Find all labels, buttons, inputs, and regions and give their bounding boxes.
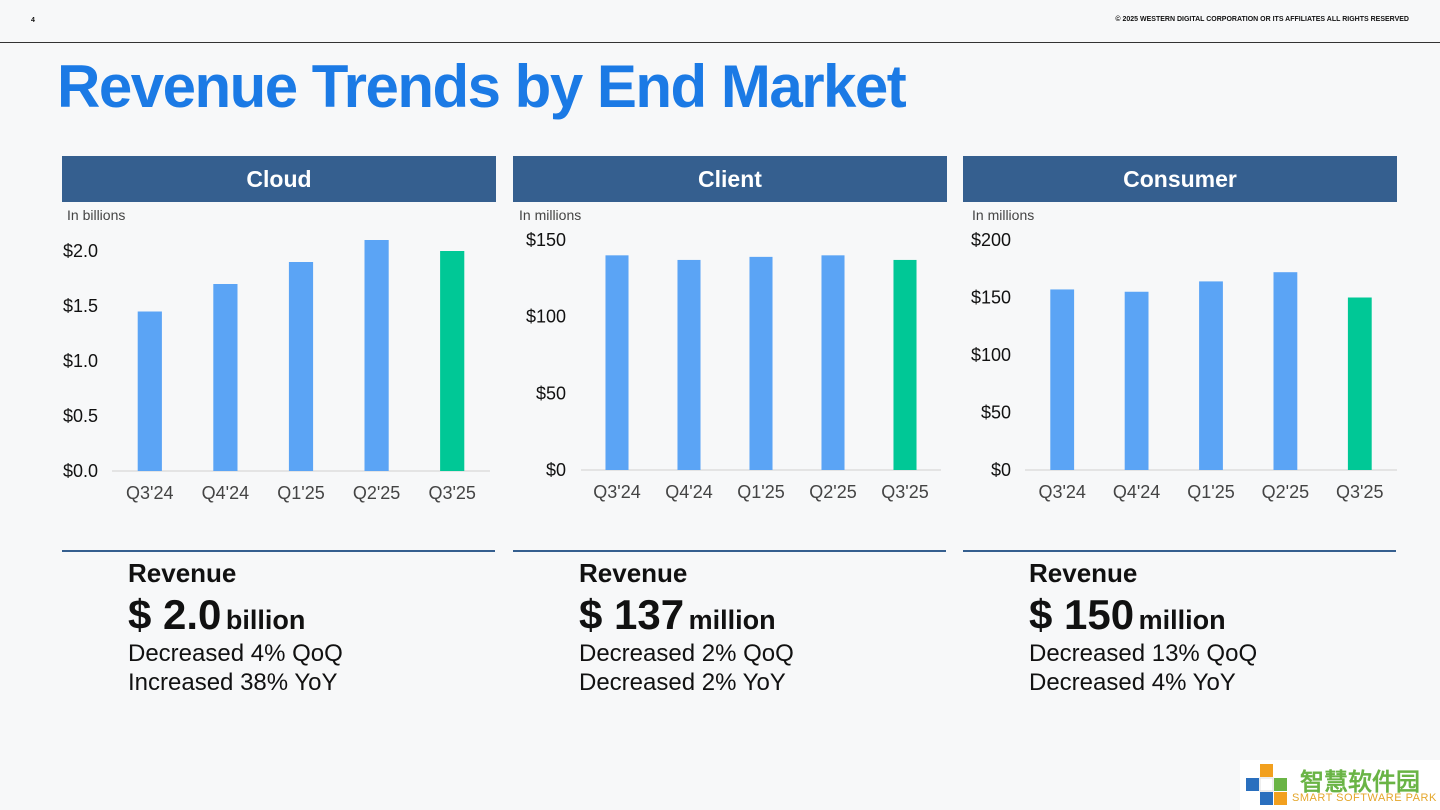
- y-tick-label: $0.5: [63, 406, 98, 426]
- summary-divider-cloud: [62, 550, 495, 552]
- x-tick-label: Q1'25: [737, 482, 784, 502]
- x-tick-label: Q2'25: [809, 482, 856, 502]
- summary-label: Revenue: [1029, 558, 1138, 588]
- bar-q324: [1050, 289, 1075, 470]
- y-tick-label: $0: [546, 460, 566, 480]
- bar-q225: [364, 240, 389, 471]
- revenue-unit: billion: [225, 605, 306, 635]
- revenue-unit: million: [1138, 605, 1226, 635]
- x-tick-label: Q1'25: [277, 483, 324, 503]
- bar-q325: [440, 251, 465, 471]
- y-tick-label: $100: [971, 345, 1011, 365]
- y-tick-label: $50: [536, 383, 566, 403]
- y-tick-label: $100: [526, 307, 566, 327]
- x-tick-label: Q3'25: [428, 483, 475, 503]
- x-tick-label: Q4'24: [665, 482, 712, 502]
- chart-cloud: $0.0 $0.5 $1.0 $1.5 $2.0 Q3'24 Q4'24 Q1'25 Q2'25…: [63, 240, 490, 503]
- y-tick-label: $150: [971, 288, 1011, 308]
- header-divider: [0, 42, 1440, 43]
- revenue-amount: $ 137 million: [579, 591, 794, 639]
- watermark-text-cn: 智慧软件园: [1300, 768, 1420, 796]
- x-tick-label: Q3'24: [1038, 482, 1085, 502]
- x-tick-label: Q2'25: [353, 483, 400, 503]
- watermark-logo: 智慧软件园 SMART SOFTWARE PARK: [1240, 760, 1440, 810]
- qoq-change: Decreased 4% QoQ: [128, 640, 343, 667]
- chart-consumer: $0 $50 $100 $150 $200 Q3'24 Q4'24 Q1'25 Q2'25 Q3'…: [971, 230, 1397, 502]
- x-tick-label: Q3'24: [593, 482, 640, 502]
- x-tick-label: Q1'25: [1187, 482, 1234, 502]
- yoy-change: Decreased 4% YoY: [1029, 669, 1236, 696]
- bar-q125: [1199, 281, 1223, 470]
- revenue-amount: $ 2.0 billion: [128, 591, 343, 639]
- bar-q225: [821, 255, 845, 470]
- panel-header-consumer: Consumer: [963, 156, 1397, 202]
- qoq-change: Decreased 13% QoQ: [1029, 640, 1258, 667]
- unit-note-client: In millions: [519, 207, 582, 223]
- y-tick-label: $2.0: [63, 241, 98, 261]
- summary-divider-client: [513, 550, 946, 552]
- unit-note-cloud: In billions: [67, 207, 126, 223]
- summary-divider-consumer: [963, 550, 1396, 552]
- bar-q324: [605, 255, 629, 470]
- unit-note-consumer: In millions: [972, 207, 1035, 223]
- y-tick-label: $0.0: [63, 461, 98, 481]
- x-tick-label: Q3'25: [881, 482, 928, 502]
- chart-client: $0 $50 $100 $150 Q3'24 Q4'24 Q1'25 Q2'25 Q3'25: [526, 230, 941, 502]
- bar-q125: [749, 256, 773, 470]
- bar-q125: [288, 262, 314, 471]
- page-title: Revenue Trends by End Market: [57, 53, 907, 120]
- y-tick-label: $200: [971, 230, 1011, 250]
- y-tick-label: $1.0: [63, 351, 98, 371]
- smart-software-park-logo-icon: [1246, 764, 1287, 805]
- summary-client: Revenue $ 137 million Decreased 2% QoQ D…: [579, 558, 794, 697]
- bar-q424: [677, 259, 701, 470]
- y-tick-label: $0: [991, 460, 1011, 480]
- page-number: 4: [31, 17, 35, 24]
- summary-cloud: Revenue $ 2.0 billion Decreased 4% QoQ I…: [128, 558, 343, 697]
- yoy-change: Increased 38% YoY: [128, 669, 338, 696]
- yoy-change: Decreased 2% YoY: [579, 669, 786, 696]
- panel-client: Client In millions $0 $50 $100 $150 Q3'24 Q4'…: [513, 156, 947, 716]
- bar-q325: [1347, 297, 1372, 470]
- qoq-change: Decreased 2% QoQ: [579, 640, 794, 667]
- revenue-unit: million: [688, 605, 776, 635]
- bar-q325: [893, 259, 917, 470]
- panel-consumer: Consumer In millions $0 $50 $100 $150 $200 Q3…: [963, 156, 1397, 716]
- x-tick-label: Q3'25: [1336, 482, 1383, 502]
- revenue-value: $ 137: [579, 591, 685, 638]
- revenue-amount: $ 150 million: [1029, 591, 1257, 639]
- revenue-value: $ 2.0: [128, 591, 222, 638]
- bar-q424: [1124, 291, 1149, 470]
- bar-q225: [1273, 272, 1298, 470]
- panel-header-client: Client: [513, 156, 947, 202]
- x-tick-label: Q3'24: [126, 483, 173, 503]
- y-tick-label: $1.5: [63, 296, 98, 316]
- x-tick-label: Q4'24: [1113, 482, 1160, 502]
- x-tick-label: Q4'24: [202, 483, 249, 503]
- panel-cloud: Cloud In billions $0.0 $0.5 $1.0 $1.5 $2.0 Q3…: [62, 156, 496, 716]
- revenue-value: $ 150: [1029, 591, 1135, 638]
- copyright-notice: © 2025 WESTERN DIGITAL CORPORATION OR IT…: [1115, 16, 1409, 23]
- summary-label: Revenue: [579, 558, 688, 588]
- bar-q424: [213, 284, 238, 471]
- bar-q324: [137, 311, 162, 471]
- watermark-text-en: SMART SOFTWARE PARK: [1292, 792, 1437, 804]
- y-tick-label: $50: [981, 403, 1011, 423]
- y-tick-label: $150: [526, 230, 566, 250]
- summary-label: Revenue: [128, 558, 237, 588]
- summary-consumer: Revenue $ 150 million Decreased 13% QoQ …: [1029, 558, 1257, 697]
- x-tick-label: Q2'25: [1262, 482, 1309, 502]
- panel-header-cloud: Cloud: [62, 156, 496, 202]
